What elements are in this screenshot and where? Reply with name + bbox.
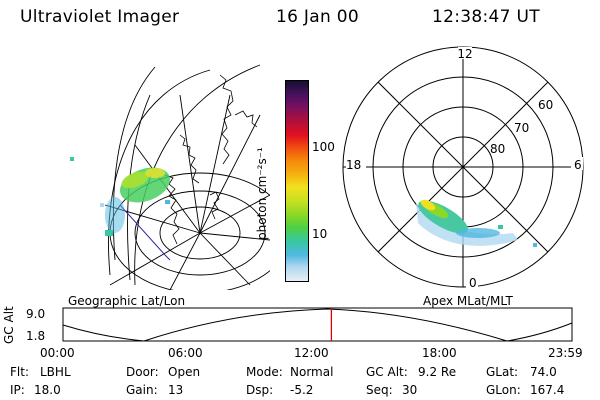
- seq-label: Seq:: [366, 383, 393, 397]
- coastline-5: [209, 191, 220, 220]
- map-arc-4: [134, 64, 261, 286]
- flt-label: Flt:: [10, 365, 29, 379]
- altitude-plot: [62, 307, 573, 342]
- glon-label: GLon:: [486, 383, 521, 397]
- time-tick-1: 06:00: [168, 346, 203, 360]
- geographic-caption: Geographic Lat/Lon: [68, 294, 186, 308]
- blue-track: [119, 204, 171, 261]
- altitude-ylabel: GC Alt: [2, 306, 16, 344]
- mlt-label-0: 0: [469, 276, 477, 290]
- mode-value: Normal: [290, 365, 334, 379]
- gain-label: Gain:: [126, 383, 158, 397]
- colorbar-tick-100: 100: [312, 140, 335, 154]
- apex-caption: Apex MLat/MLT: [423, 294, 513, 308]
- geographic-map: [70, 64, 270, 290]
- altitude-frame: [62, 307, 573, 342]
- coastline-4: [234, 110, 258, 128]
- altitude-ytick-max: 9.0: [26, 307, 46, 321]
- door-label: Door:: [126, 365, 159, 379]
- lat-label-70: 70: [514, 121, 529, 135]
- gcalt-label: GC Alt:: [366, 365, 408, 379]
- altitude-ytick-min: 1.8: [26, 329, 46, 343]
- color-bar: [285, 80, 309, 282]
- ip-label: IP:: [10, 383, 25, 397]
- dsp-label: Dsp:: [246, 383, 274, 397]
- glat-label: GLat:: [486, 365, 519, 379]
- gain-value: 13: [168, 383, 184, 397]
- altitude-curve: [62, 308, 573, 342]
- gcalt-value: 9.2 Re: [418, 365, 457, 379]
- app-title: Ultraviolet Imager: [20, 7, 180, 27]
- aurora-oval: [416, 199, 537, 247]
- aurora-left: [70, 157, 171, 236]
- time-tick-4: 23:59: [548, 346, 583, 360]
- ip-value: 18.0: [34, 383, 61, 397]
- dsp-value: -5.2: [290, 383, 314, 397]
- coastline-2: [179, 134, 200, 184]
- flt-value: LBHL: [40, 365, 71, 379]
- coastline-3: [164, 174, 180, 245]
- mlt-label-18: 18: [346, 158, 361, 172]
- seq-value: 30: [402, 383, 418, 397]
- door-value: Open: [168, 365, 201, 379]
- coastline-1: [219, 74, 234, 165]
- mlt-label-6: 6: [574, 158, 582, 172]
- date-label: 16 Jan 00: [276, 7, 359, 27]
- glon-value: 167.4: [530, 383, 565, 397]
- meridian-1: [199, 194, 270, 234]
- colorbar-unit-label: photon cm⁻²s⁻¹: [255, 147, 269, 240]
- time-tick-3: 18:00: [422, 346, 457, 360]
- glat-value: 74.0: [530, 365, 557, 379]
- time-tick-0: 00:00: [40, 346, 75, 360]
- time-tick-2: 12:00: [294, 346, 329, 360]
- mlt-label-12: 12: [457, 47, 472, 61]
- polar-plot: 12 18 6 0 60 70 80: [342, 46, 584, 290]
- lat-circle-2: [134, 190, 266, 276]
- lat-label-80: 80: [490, 142, 505, 156]
- colorbar-tick-10: 10: [312, 227, 328, 241]
- time-label: 12:38:47 UT: [432, 7, 540, 27]
- lat-circle-3: [159, 206, 241, 260]
- lat-label-60: 60: [538, 98, 553, 112]
- mode-label: Mode:: [246, 365, 283, 379]
